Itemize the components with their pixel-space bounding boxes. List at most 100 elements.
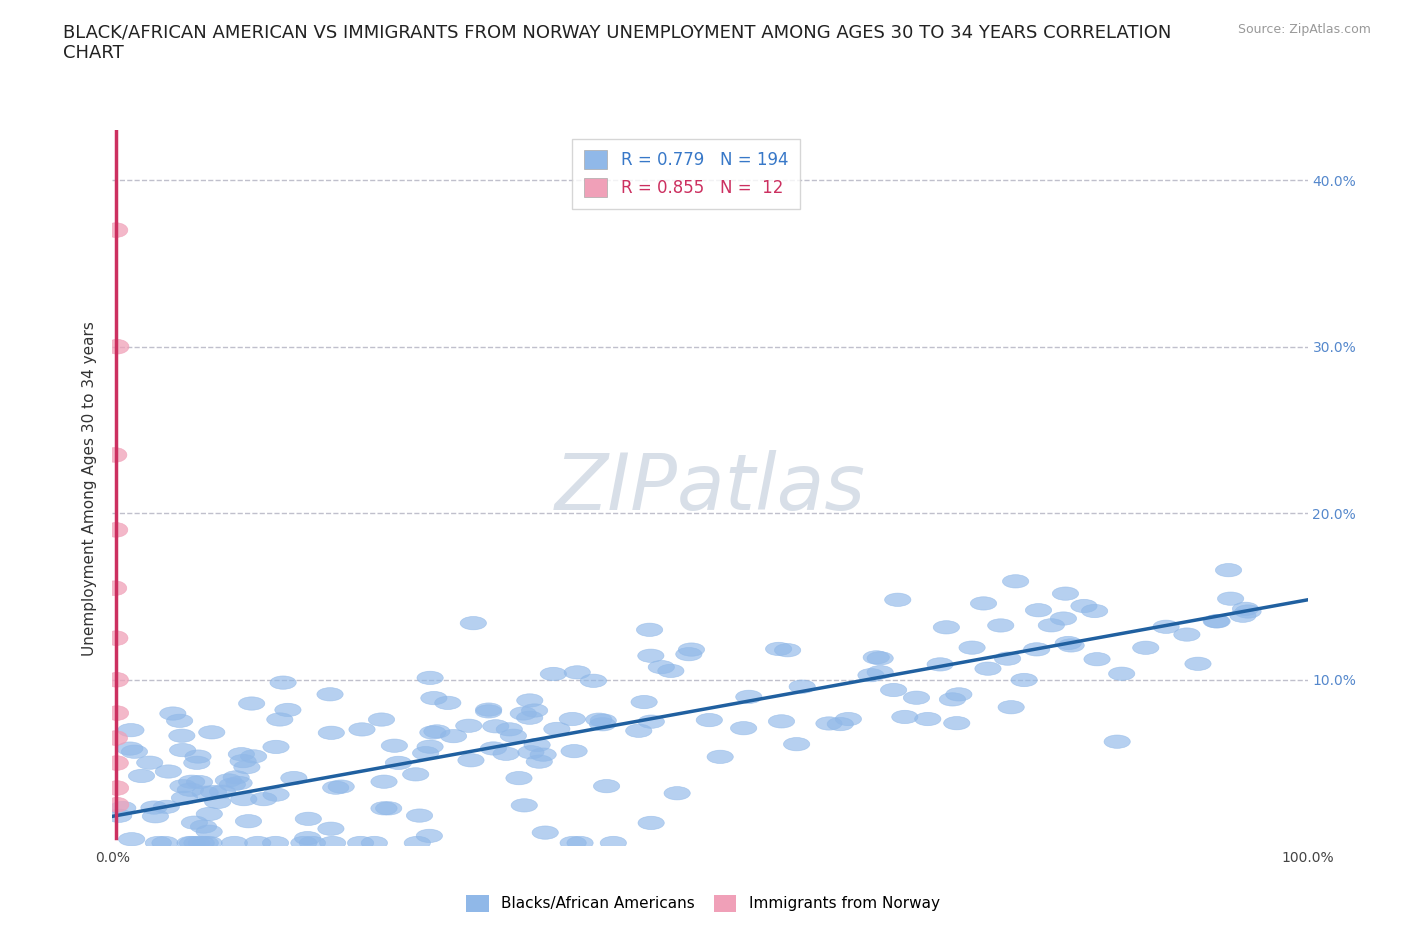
Ellipse shape (188, 836, 214, 850)
Ellipse shape (179, 775, 205, 789)
Ellipse shape (263, 788, 290, 802)
Ellipse shape (295, 812, 322, 826)
Ellipse shape (406, 809, 433, 822)
Ellipse shape (142, 810, 169, 823)
Ellipse shape (423, 724, 450, 738)
Ellipse shape (475, 703, 502, 716)
Ellipse shape (381, 739, 408, 752)
Ellipse shape (187, 776, 212, 789)
Ellipse shape (347, 836, 374, 850)
Ellipse shape (274, 703, 301, 717)
Ellipse shape (506, 772, 531, 785)
Ellipse shape (560, 836, 586, 850)
Ellipse shape (152, 836, 179, 850)
Ellipse shape (524, 738, 550, 751)
Ellipse shape (1025, 604, 1052, 617)
Ellipse shape (664, 787, 690, 800)
Ellipse shape (731, 722, 756, 735)
Ellipse shape (177, 783, 204, 796)
Ellipse shape (204, 795, 231, 808)
Ellipse shape (676, 647, 702, 661)
Ellipse shape (153, 800, 180, 814)
Ellipse shape (375, 802, 402, 815)
Ellipse shape (516, 694, 543, 707)
Ellipse shape (170, 743, 195, 757)
Ellipse shape (299, 836, 326, 850)
Ellipse shape (648, 660, 675, 673)
Ellipse shape (970, 597, 997, 610)
Ellipse shape (104, 223, 128, 237)
Ellipse shape (294, 831, 321, 844)
Ellipse shape (136, 756, 163, 769)
Ellipse shape (270, 676, 297, 689)
Ellipse shape (195, 825, 222, 838)
Ellipse shape (868, 652, 893, 665)
Ellipse shape (105, 780, 129, 795)
Ellipse shape (858, 669, 884, 682)
Ellipse shape (564, 666, 591, 679)
Ellipse shape (1234, 604, 1261, 618)
Legend: Blacks/African Americans, Immigrants from Norway: Blacks/African Americans, Immigrants fro… (460, 889, 946, 918)
Ellipse shape (567, 836, 593, 850)
Ellipse shape (349, 723, 375, 736)
Ellipse shape (105, 672, 128, 687)
Ellipse shape (318, 726, 344, 739)
Ellipse shape (1071, 599, 1097, 613)
Ellipse shape (118, 832, 145, 846)
Ellipse shape (475, 705, 502, 718)
Ellipse shape (494, 747, 519, 761)
Ellipse shape (118, 724, 143, 737)
Ellipse shape (526, 755, 553, 768)
Ellipse shape (215, 774, 242, 787)
Ellipse shape (263, 740, 290, 753)
Ellipse shape (517, 746, 544, 759)
Ellipse shape (117, 742, 143, 755)
Ellipse shape (591, 714, 616, 727)
Ellipse shape (418, 671, 443, 684)
Ellipse shape (235, 815, 262, 828)
Ellipse shape (1057, 639, 1084, 652)
Ellipse shape (1002, 575, 1029, 588)
Ellipse shape (105, 706, 128, 721)
Ellipse shape (190, 820, 217, 833)
Ellipse shape (250, 792, 277, 805)
Ellipse shape (110, 802, 136, 815)
Text: ZIPatlas: ZIPatlas (554, 450, 866, 526)
Ellipse shape (915, 712, 941, 725)
Ellipse shape (927, 658, 953, 671)
Ellipse shape (835, 712, 862, 725)
Ellipse shape (522, 704, 548, 717)
Ellipse shape (166, 714, 193, 727)
Ellipse shape (141, 801, 167, 815)
Ellipse shape (440, 729, 467, 743)
Ellipse shape (561, 744, 588, 758)
Ellipse shape (319, 836, 346, 850)
Ellipse shape (193, 786, 218, 799)
Ellipse shape (145, 836, 172, 850)
Ellipse shape (104, 523, 128, 538)
Ellipse shape (815, 717, 842, 730)
Ellipse shape (460, 617, 486, 630)
Ellipse shape (361, 836, 388, 850)
Ellipse shape (974, 662, 1001, 675)
Ellipse shape (678, 643, 704, 657)
Ellipse shape (412, 747, 439, 760)
Ellipse shape (516, 711, 543, 724)
Ellipse shape (103, 447, 127, 462)
Ellipse shape (581, 674, 606, 687)
Ellipse shape (371, 775, 396, 789)
Ellipse shape (707, 751, 734, 764)
Ellipse shape (1218, 592, 1244, 605)
Ellipse shape (160, 707, 186, 720)
Ellipse shape (482, 720, 509, 733)
Ellipse shape (181, 816, 208, 830)
Ellipse shape (177, 836, 204, 850)
Ellipse shape (281, 771, 307, 785)
Ellipse shape (560, 712, 585, 725)
Ellipse shape (946, 687, 972, 701)
Ellipse shape (195, 836, 222, 850)
Ellipse shape (510, 707, 537, 720)
Ellipse shape (637, 623, 662, 636)
Ellipse shape (998, 700, 1025, 714)
Ellipse shape (540, 668, 567, 681)
